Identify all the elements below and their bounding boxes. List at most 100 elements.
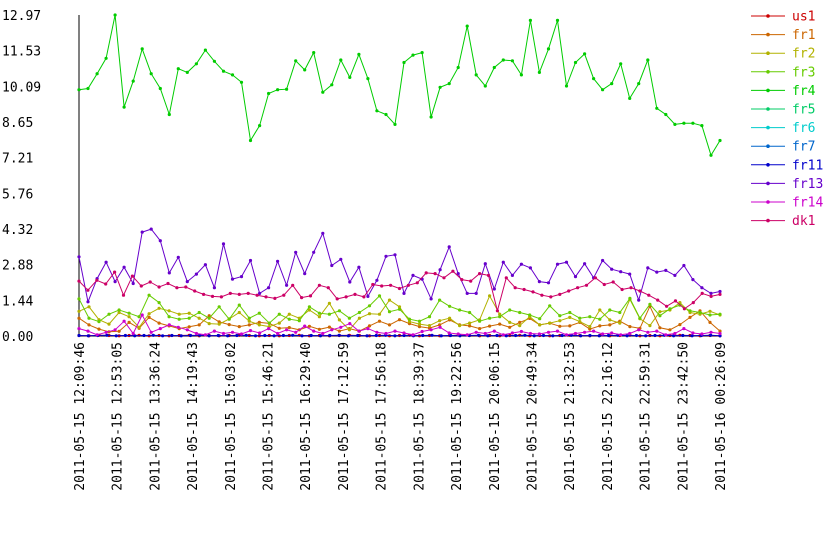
data-point	[312, 51, 316, 55]
data-point	[167, 315, 171, 319]
data-point	[104, 260, 108, 264]
data-point	[307, 324, 311, 328]
data-point	[77, 297, 81, 301]
data-point	[519, 329, 524, 334]
data-point	[77, 316, 81, 320]
data-point	[294, 250, 298, 254]
data-point	[518, 310, 522, 315]
data-point	[228, 291, 232, 295]
data-point	[247, 319, 251, 323]
data-point	[221, 242, 226, 246]
data-point	[510, 59, 514, 63]
data-point	[442, 276, 446, 280]
data-point	[277, 312, 281, 316]
data-point	[608, 323, 612, 327]
legend-swatch-marker	[766, 218, 770, 223]
data-point	[258, 124, 262, 128]
data-point	[625, 334, 629, 338]
data-point	[518, 324, 522, 328]
legend-item-dk1: dk1	[751, 214, 815, 229]
legend-swatch-marker	[766, 144, 770, 148]
data-point	[317, 311, 321, 315]
data-point	[377, 294, 382, 298]
data-point	[548, 304, 552, 308]
data-point	[637, 82, 641, 86]
data-point	[77, 279, 81, 283]
data-point	[465, 291, 469, 295]
series-fr13	[77, 227, 722, 304]
legend-item-fr11: fr11	[751, 158, 823, 173]
legend-label: fr14	[792, 196, 823, 211]
y-tick-labels: 12.97 11.53 10.09 8.65 7.21 5.76 4.32 2.88 1.44 0…	[2, 9, 41, 345]
data-point	[239, 275, 244, 279]
data-point	[656, 298, 660, 302]
x-tick-label: 2011-05-15 19:22:56	[450, 342, 465, 491]
data-point	[709, 294, 713, 298]
data-point	[371, 282, 375, 287]
data-point	[653, 333, 657, 338]
y-tick-label: 2.88	[2, 259, 33, 274]
data-point	[655, 329, 659, 333]
data-point	[456, 65, 460, 70]
data-point	[718, 289, 722, 294]
series-line	[78, 228, 721, 304]
data-point	[538, 317, 542, 321]
data-point	[513, 286, 517, 290]
data-point	[478, 319, 482, 323]
legend-swatch-marker	[766, 107, 770, 111]
data-point	[264, 295, 268, 299]
data-point	[317, 315, 321, 319]
data-point	[647, 293, 651, 297]
data-point	[698, 310, 702, 315]
data-point	[212, 329, 216, 333]
data-point	[532, 334, 536, 338]
data-point	[330, 83, 334, 87]
data-point	[77, 333, 81, 338]
data-point	[483, 84, 487, 88]
data-point	[448, 304, 452, 308]
data-point	[300, 296, 304, 300]
data-point	[330, 263, 334, 268]
data-point	[239, 332, 244, 336]
legend-item-fr5: fr5	[751, 103, 815, 118]
data-point	[522, 287, 526, 292]
data-point	[474, 291, 478, 295]
data-point	[438, 298, 442, 302]
data-point	[176, 255, 180, 259]
data-point	[294, 59, 298, 63]
data-point	[335, 297, 339, 301]
data-point	[597, 334, 601, 338]
data-point	[149, 72, 153, 76]
series-fr14	[77, 313, 722, 337]
data-point	[546, 281, 551, 285]
data-point	[137, 325, 141, 329]
data-point	[131, 331, 135, 336]
data-point	[393, 329, 397, 333]
data-point	[77, 88, 81, 92]
data-point	[285, 283, 289, 287]
data-point	[638, 289, 642, 293]
data-point	[276, 331, 280, 336]
data-point	[247, 316, 251, 320]
data-point	[86, 329, 90, 333]
data-point	[637, 328, 641, 332]
data-point	[514, 333, 518, 338]
data-point	[588, 333, 592, 338]
data-point	[402, 60, 406, 65]
data-point	[560, 333, 564, 338]
data-point	[458, 308, 462, 312]
data-point	[131, 79, 135, 83]
data-point	[187, 325, 191, 329]
data-point	[337, 318, 341, 322]
data-point	[217, 305, 221, 309]
data-point	[583, 52, 587, 56]
data-point	[690, 334, 694, 338]
data-point	[131, 281, 135, 286]
data-point	[411, 333, 415, 337]
data-point	[407, 320, 412, 324]
data-point	[601, 258, 605, 263]
data-point	[104, 282, 108, 286]
data-point	[244, 333, 248, 337]
data-point	[207, 314, 211, 318]
data-point	[86, 300, 90, 304]
